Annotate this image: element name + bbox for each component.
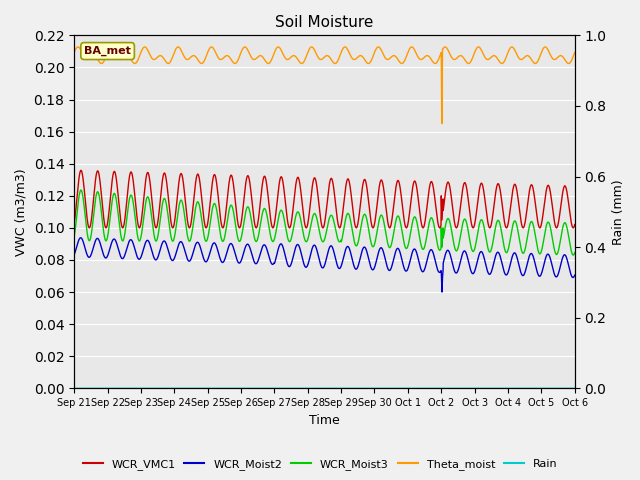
Y-axis label: VWC (m3/m3): VWC (m3/m3)	[15, 168, 28, 256]
Legend: WCR_VMC1, WCR_Moist2, WCR_Moist3, Theta_moist, Rain: WCR_VMC1, WCR_Moist2, WCR_Moist3, Theta_…	[78, 455, 562, 474]
Y-axis label: Rain (mm): Rain (mm)	[612, 179, 625, 245]
Title: Soil Moisture: Soil Moisture	[275, 15, 374, 30]
X-axis label: Time: Time	[309, 414, 340, 427]
Text: BA_met: BA_met	[84, 46, 131, 56]
